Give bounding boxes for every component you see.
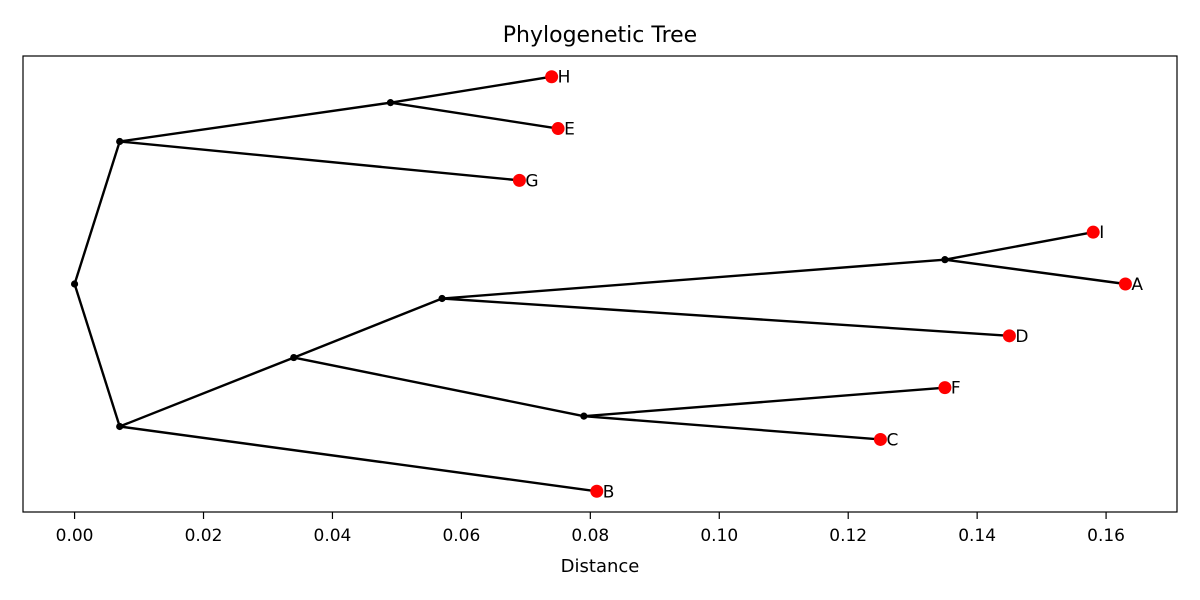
plot-frame (22, 55, 1178, 513)
x-tick-label: 0.02 (185, 526, 223, 546)
branch-root-n3 (73, 283, 121, 427)
internal-nodes (70, 99, 949, 431)
branch-n1-n2 (119, 101, 391, 143)
internal-node-n2 (386, 99, 395, 107)
x-tick-label: 0.14 (958, 526, 996, 546)
leaf-label-C: C (886, 430, 898, 450)
internal-node-n3 (116, 422, 124, 431)
leaf-label-I: I (1099, 223, 1104, 243)
leaf-node-C (873, 432, 887, 446)
leaf-nodes (512, 70, 1132, 498)
branch-n4-n7 (293, 356, 585, 418)
leaf-label-E: E (564, 120, 575, 140)
tree-branches (73, 75, 1126, 493)
internal-node-root (70, 280, 79, 288)
branch-n6-A (944, 258, 1126, 286)
leaf-node-H (545, 70, 559, 84)
internal-node-n7 (580, 412, 588, 420)
internal-node-n6 (941, 256, 949, 264)
leaf-node-I (1086, 225, 1100, 239)
x-tick-label: 0.04 (314, 526, 352, 546)
leaf-node-F (938, 381, 952, 395)
leaf-label-B: B (603, 482, 615, 502)
branch-n2-E (390, 101, 559, 130)
branch-n5-n6 (441, 258, 946, 300)
leaf-node-G (512, 173, 526, 187)
x-tick-label: 0.12 (829, 526, 867, 546)
leaf-node-A (1118, 277, 1132, 291)
branch-n1-G (119, 140, 520, 182)
branch-n6-I (944, 231, 1094, 261)
leaf-label-G: G (525, 171, 538, 191)
x-tick-label: 0.08 (571, 526, 609, 546)
leaf-node-D (1002, 329, 1016, 343)
branch-n7-C (583, 414, 881, 441)
leaf-node-E (551, 122, 565, 136)
x-tick-label: 0.10 (700, 526, 738, 546)
x-tick-label: 0.06 (442, 526, 480, 546)
leaf-label-D: D (1015, 327, 1028, 347)
branch-root-n1 (73, 141, 121, 285)
internal-node-n5 (438, 294, 446, 303)
leaf-label-A: A (1131, 275, 1143, 295)
x-tick-label: 0.00 (56, 526, 94, 546)
leaf-labels: H E G I A D F C B (525, 68, 1143, 503)
branch-n2-H (390, 75, 552, 104)
leaf-label-H: H (558, 68, 571, 88)
x-axis: 0.00 0.02 0.04 0.06 0.08 0.10 0.12 0.14 0.16 (56, 512, 1125, 546)
x-axis-label: Distance (561, 556, 640, 577)
chart-title: Phylogenetic Tree (503, 23, 697, 48)
x-tick-label: 0.16 (1087, 526, 1125, 546)
branch-n3-n4 (119, 356, 295, 428)
leaf-label-F: F (951, 379, 961, 399)
branch-n5-D (441, 297, 1010, 338)
internal-node-n1 (116, 137, 124, 146)
branch-n3-B (119, 425, 597, 493)
internal-node-n4 (290, 353, 298, 362)
branch-n7-F (583, 386, 946, 418)
branch-n4-n5 (293, 297, 443, 359)
leaf-node-B (590, 484, 604, 498)
